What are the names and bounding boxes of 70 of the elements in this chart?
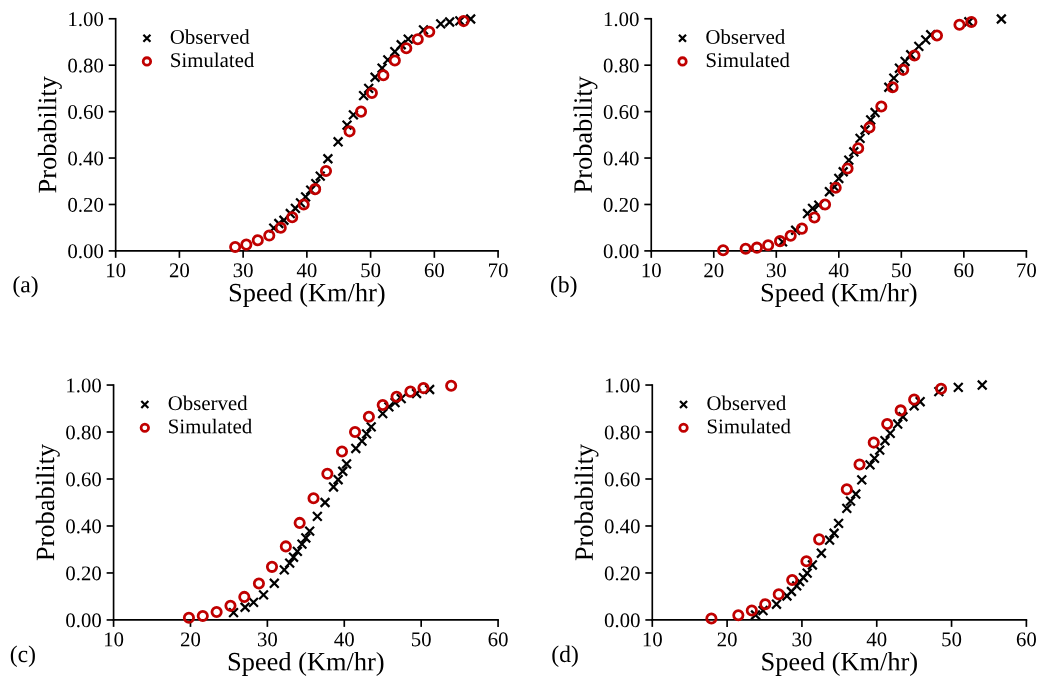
x-tick-label: 50 (411, 632, 431, 647)
x-axis-title: Speed (Km/hr) (761, 282, 917, 307)
y-tick-label: 1.00 (604, 12, 639, 27)
x-tick-label: 50 (942, 632, 962, 647)
y-tick-label: 0.60 (68, 104, 104, 120)
x-tick-label: 60 (1016, 632, 1036, 647)
x-tick-label: 10 (104, 632, 124, 647)
text: (d) (552, 645, 578, 667)
y-tick-label: 0.80 (68, 58, 104, 73)
legend-label: Simulated (706, 52, 790, 68)
y-tick-label: 0.60 (604, 472, 640, 487)
x-tick-label: 50 (361, 263, 381, 278)
x-tick-label: 40 (334, 632, 354, 647)
legend-label: Simulated (707, 418, 791, 434)
x-tick-label: 40 (296, 263, 317, 278)
x-tick-label: 60 (424, 263, 444, 278)
y-tick-label: 0.40 (604, 519, 640, 534)
x-tick-label: 60 (488, 632, 508, 647)
y-tick-label: 0.00 (603, 244, 639, 259)
y-tick-label: 1.00 (67, 378, 101, 393)
y-axis-title: Probability (574, 443, 599, 561)
text: (b) (551, 275, 577, 298)
x-tick-label: 20 (704, 263, 724, 278)
x-tick-label: 40 (866, 632, 887, 647)
x-tick-label: 10 (643, 632, 662, 647)
x-tick-label: 10 (642, 263, 661, 278)
x-tick-label: 30 (766, 263, 786, 278)
legend-label: Simulated (169, 418, 252, 434)
x-tick-label: 30 (257, 632, 277, 647)
x-tick-label: 70 (489, 263, 508, 278)
y-tick-label: 0.20 (604, 566, 640, 581)
x-tick-label: 20 (717, 632, 737, 647)
x-tick-label: 30 (792, 632, 812, 647)
legend-label: Observed (170, 29, 250, 44)
x-tick-label: 70 (1017, 263, 1036, 278)
x-axis-title: Speed (Km/hr) (228, 652, 384, 676)
y-tick-label: 0.60 (66, 472, 101, 487)
y-tick-label: 0.40 (68, 151, 104, 166)
y-tick-label: 0.80 (604, 425, 640, 440)
y-tick-label: 0.80 (603, 58, 639, 73)
text: (a) (13, 275, 38, 298)
legend-label: Observed (706, 29, 785, 44)
y-tick-label: 1.00 (605, 378, 640, 393)
x-tick-label: 40 (828, 263, 849, 278)
y-tick-label: 1.00 (69, 12, 104, 27)
y-tick-label: 0.20 (603, 197, 639, 212)
text: (c) (10, 645, 35, 667)
y-tick-label: 0.40 (603, 151, 639, 166)
y-axis-title: Probability (37, 76, 62, 193)
y-tick-label: 0.60 (603, 104, 639, 120)
x-tick-label: 20 (180, 632, 201, 647)
y-axis-title: Probability (35, 443, 60, 561)
x-axis-title: Speed (Km/hr) (762, 652, 917, 676)
y-tick-label: 0.40 (66, 519, 101, 534)
y-tick-label: 0.00 (604, 613, 640, 628)
y-tick-label: 0.00 (68, 244, 104, 259)
y-tick-label: 0.20 (66, 566, 101, 581)
x-tick-label: 50 (892, 263, 911, 278)
y-tick-label: 0.80 (66, 425, 101, 440)
x-axis-title: Speed (Km/hr) (229, 282, 385, 307)
y-tick-label: 0.20 (68, 197, 104, 212)
x-tick-label: 20 (169, 263, 190, 278)
legend-label: Observed (707, 395, 787, 411)
x-tick-label: 10 (107, 263, 126, 278)
legend-label: Simulated (171, 52, 255, 68)
x-tick-label: 30 (233, 263, 253, 278)
y-tick-label: 0.00 (66, 613, 101, 628)
y-axis-title: Probability (573, 76, 598, 193)
x-tick-label: 60 (954, 263, 974, 278)
legend-label: Observed (168, 395, 248, 411)
